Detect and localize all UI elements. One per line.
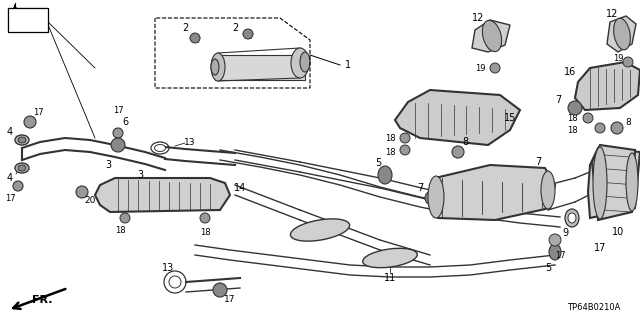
Ellipse shape — [211, 59, 219, 75]
Text: 18: 18 — [200, 228, 211, 236]
Circle shape — [583, 113, 593, 123]
Text: 7: 7 — [555, 95, 561, 105]
Circle shape — [568, 101, 582, 115]
Text: 18: 18 — [566, 114, 577, 123]
Ellipse shape — [593, 147, 607, 219]
Ellipse shape — [363, 248, 417, 268]
Text: 5: 5 — [545, 263, 551, 273]
Polygon shape — [592, 145, 635, 220]
Ellipse shape — [291, 219, 349, 241]
Circle shape — [623, 57, 633, 67]
Circle shape — [243, 29, 253, 39]
Text: 17: 17 — [224, 295, 236, 305]
Text: 17: 17 — [555, 252, 565, 260]
Ellipse shape — [169, 276, 181, 288]
Text: 3: 3 — [105, 160, 111, 170]
Ellipse shape — [300, 52, 310, 72]
Text: 9: 9 — [562, 228, 568, 238]
Circle shape — [120, 213, 130, 223]
Polygon shape — [588, 148, 640, 218]
Text: 1: 1 — [345, 60, 351, 70]
Text: 18: 18 — [385, 148, 396, 156]
Text: 13: 13 — [162, 263, 174, 273]
Text: 13: 13 — [184, 138, 196, 147]
Text: FR.: FR. — [32, 295, 52, 305]
Text: 10: 10 — [612, 227, 624, 237]
Ellipse shape — [18, 137, 26, 143]
Circle shape — [111, 138, 125, 152]
Text: 18: 18 — [385, 133, 396, 142]
Text: 7: 7 — [535, 157, 541, 167]
Ellipse shape — [154, 145, 166, 151]
Text: 7: 7 — [417, 183, 423, 193]
Text: 14: 14 — [234, 183, 246, 193]
Text: 19: 19 — [475, 63, 485, 73]
Ellipse shape — [428, 176, 444, 218]
Polygon shape — [472, 20, 510, 52]
Polygon shape — [428, 165, 555, 220]
Polygon shape — [95, 178, 230, 212]
Text: 18: 18 — [566, 125, 577, 134]
Circle shape — [595, 123, 605, 133]
Circle shape — [611, 122, 623, 134]
Circle shape — [24, 116, 36, 128]
Circle shape — [190, 33, 200, 43]
Ellipse shape — [15, 163, 29, 173]
Text: 15: 15 — [504, 113, 516, 123]
Polygon shape — [215, 55, 305, 80]
Circle shape — [425, 191, 439, 205]
Ellipse shape — [291, 48, 309, 78]
Ellipse shape — [18, 165, 26, 171]
Text: 17: 17 — [113, 106, 124, 115]
Text: 4: 4 — [7, 173, 13, 183]
Circle shape — [200, 213, 210, 223]
Ellipse shape — [483, 20, 502, 52]
Ellipse shape — [568, 213, 576, 223]
Circle shape — [13, 181, 23, 191]
Ellipse shape — [378, 166, 392, 184]
Ellipse shape — [626, 153, 638, 211]
Text: 11: 11 — [384, 273, 396, 283]
Text: E-4: E-4 — [19, 17, 37, 27]
Polygon shape — [575, 62, 640, 110]
Text: E-4: E-4 — [12, 17, 29, 27]
Text: 19: 19 — [612, 53, 623, 62]
Polygon shape — [607, 16, 636, 52]
Polygon shape — [395, 90, 520, 145]
Text: 17: 17 — [594, 243, 606, 253]
Circle shape — [452, 146, 464, 158]
Text: 2: 2 — [182, 23, 188, 33]
Text: 3: 3 — [137, 170, 143, 180]
Circle shape — [490, 63, 500, 73]
Ellipse shape — [15, 135, 29, 145]
Text: 18: 18 — [115, 226, 125, 235]
Text: 6: 6 — [122, 117, 128, 127]
Text: 12: 12 — [472, 13, 484, 23]
Circle shape — [400, 133, 410, 143]
Text: 17: 17 — [4, 194, 15, 203]
FancyBboxPatch shape — [8, 8, 48, 32]
Ellipse shape — [565, 209, 579, 227]
Circle shape — [400, 145, 410, 155]
Text: 16: 16 — [564, 67, 576, 77]
Text: 12: 12 — [606, 9, 618, 19]
Text: 8: 8 — [625, 117, 631, 126]
Text: 4: 4 — [7, 127, 13, 137]
Ellipse shape — [614, 18, 630, 50]
FancyBboxPatch shape — [8, 8, 46, 30]
Ellipse shape — [211, 53, 225, 81]
Circle shape — [113, 128, 123, 138]
Text: 2: 2 — [232, 23, 238, 33]
Text: 17: 17 — [33, 108, 44, 116]
Text: TP64B0210A: TP64B0210A — [566, 303, 620, 312]
Ellipse shape — [541, 171, 555, 209]
Circle shape — [213, 283, 227, 297]
Text: 20: 20 — [84, 196, 96, 204]
Ellipse shape — [549, 244, 561, 260]
Circle shape — [76, 186, 88, 198]
Text: 8: 8 — [462, 137, 468, 147]
Text: 5: 5 — [375, 158, 381, 168]
Circle shape — [549, 234, 561, 246]
